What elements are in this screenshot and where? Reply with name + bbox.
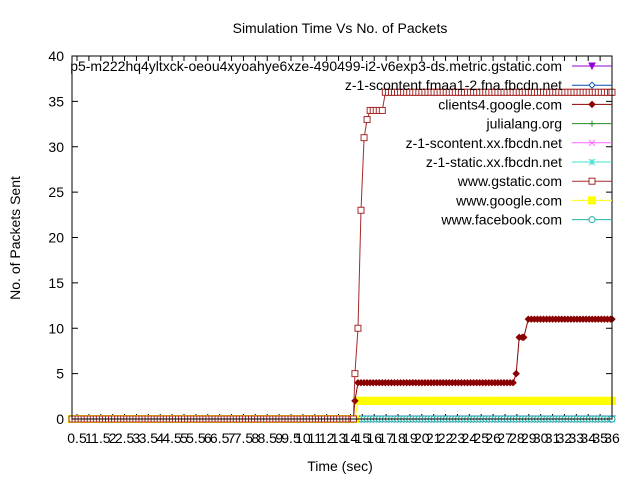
x-tick-label: 2 <box>109 430 117 446</box>
y-tick-label: 35 <box>48 93 64 109</box>
data-point <box>512 369 520 378</box>
x-tick-label: 30 <box>533 430 549 446</box>
x-tick-label: 32 <box>557 430 573 446</box>
x-tick-label: 10 <box>295 430 311 446</box>
data-point <box>588 177 596 185</box>
x-tick-label: 3.5 <box>139 430 159 446</box>
legend-label: www.facebook.com <box>440 212 562 228</box>
legend: p5-m222hq4yltxck-oeou4xyoahye6xze-490499… <box>70 58 612 228</box>
x-tick-label: 8.5 <box>257 430 277 446</box>
chart-title: Simulation Time Vs No. of Packets <box>233 20 448 36</box>
legend-label: julialang.org <box>486 116 563 132</box>
data-point <box>588 216 596 224</box>
legend-label: z-1-scontent.xx.fbcdn.net <box>406 135 563 151</box>
y-tick-label: 40 <box>48 48 64 64</box>
x-tick-label: 4 <box>156 430 164 446</box>
data-point <box>588 139 596 147</box>
x-tick-label: 9.5 <box>281 430 301 446</box>
x-tick-label: 33 <box>569 430 585 446</box>
x-tick-label: 11 <box>308 430 323 446</box>
y-tick-label: 25 <box>48 184 64 200</box>
data-point <box>588 62 596 71</box>
data-point <box>589 120 595 127</box>
data-point <box>588 81 596 89</box>
x-tick-label: 6.5 <box>210 430 230 446</box>
x-tick-label: 34 <box>580 430 596 446</box>
y-axis-ticks: 0 5 10 15 20 25 30 35 40 <box>48 48 612 427</box>
data-point <box>363 116 371 124</box>
x-tick-label: 6 <box>204 430 212 446</box>
data-point <box>357 206 365 214</box>
legend-label: z-1-scontent.fmaa1-2.fna.fbcdn.net <box>345 77 562 93</box>
plot-frame <box>71 55 613 420</box>
x-tick-label: 8 <box>251 430 259 446</box>
x-tick-label: 36 <box>604 430 620 446</box>
x-tick-label: 15 <box>355 430 371 446</box>
x-tick-label: 4.5 <box>162 430 182 446</box>
y-tick-label: 10 <box>48 320 64 336</box>
x-tick-label: 25 <box>473 430 489 446</box>
x-tick-label: 5.5 <box>186 430 206 446</box>
data-point <box>351 370 359 378</box>
y-tick-label: 0 <box>56 411 64 427</box>
y-axis-label: No. of Packets Sent <box>7 176 23 300</box>
x-tick-label: 16 <box>366 430 382 446</box>
x-tick-label: 31 <box>545 430 561 446</box>
x-tick-label: 3 <box>133 430 141 446</box>
x-tick-label: 26 <box>485 430 501 446</box>
x-tick-label: 2.5 <box>115 430 135 446</box>
data-point <box>354 324 362 332</box>
x-tick-label: 12 <box>319 430 335 446</box>
x-tick-label: 7 <box>228 430 236 446</box>
data-point <box>588 158 596 166</box>
x-tick-label: 7.5 <box>234 430 254 446</box>
x-tick-label: 13 <box>331 430 347 446</box>
x-tick-label: 1 <box>85 430 93 446</box>
data-point <box>360 134 368 142</box>
legend-label: clients4.google.com <box>438 96 562 112</box>
x-axis-label: Time (sec) <box>307 458 373 474</box>
data-point <box>588 196 596 205</box>
x-tick-label: 19 <box>402 430 418 446</box>
y-tick-label: 20 <box>48 230 64 246</box>
x-tick-label: 21 <box>426 430 442 446</box>
x-tick-label: 18 <box>390 430 406 446</box>
x-tick-label: 17 <box>378 430 394 446</box>
data-point <box>509 378 517 387</box>
legend-label: www.google.com <box>455 192 562 208</box>
x-axis-ticks: 0.511.522.533.544.555.566.577.588.599.51… <box>67 56 620 446</box>
data-point <box>378 106 386 114</box>
legend-label: p5-m222hq4yltxck-oeou4xyoahye6xze-490499… <box>70 58 562 74</box>
legend-label: www.gstatic.com <box>457 173 562 189</box>
x-tick-label: 23 <box>450 430 466 446</box>
data-point <box>351 397 359 405</box>
x-tick-label: 5 <box>180 430 188 446</box>
x-tick-label: 29 <box>521 430 537 446</box>
x-tick-label: 1.5 <box>91 430 111 446</box>
x-tick-label: 0.5 <box>67 430 87 446</box>
legend-label: z-1-static.xx.fbcdn.net <box>426 154 562 170</box>
x-tick-label: 28 <box>509 430 525 446</box>
x-tick-label: 27 <box>497 430 513 446</box>
x-tick-label: 22 <box>438 430 454 446</box>
x-tick-label: 35 <box>592 430 608 446</box>
x-tick-label: 9 <box>275 430 283 446</box>
y-tick-label: 5 <box>56 366 64 382</box>
data-point <box>588 100 596 109</box>
data-point <box>520 333 528 342</box>
x-tick-label: 24 <box>462 430 478 446</box>
y-tick-label: 30 <box>48 139 64 155</box>
y-tick-label: 15 <box>48 275 64 291</box>
x-tick-label: 20 <box>414 430 430 446</box>
x-tick-label: 14 <box>343 430 359 446</box>
